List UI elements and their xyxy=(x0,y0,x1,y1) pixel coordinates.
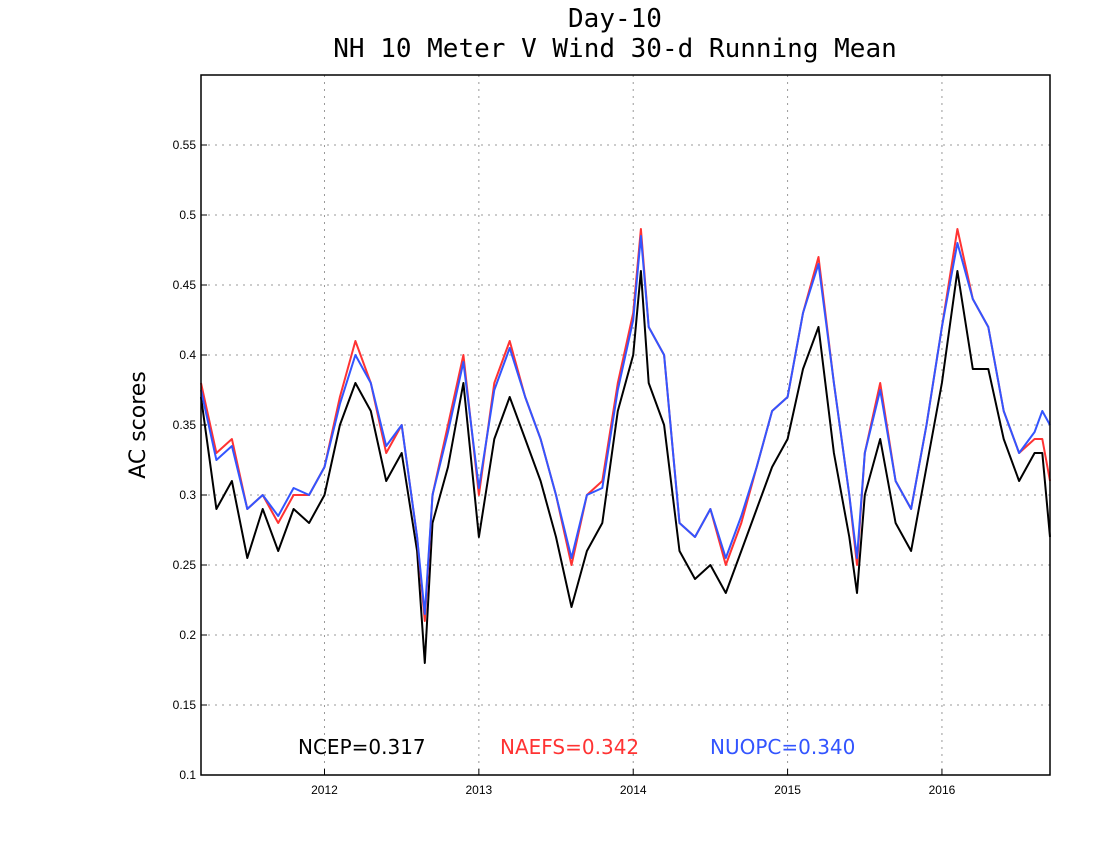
x-tick-label: 2015 xyxy=(774,783,801,797)
y-tick-label: 0.3 xyxy=(179,488,196,502)
y-tick-label: 0.4 xyxy=(179,348,196,362)
x-tick-label: 2014 xyxy=(620,783,647,797)
y-tick-label: 0.15 xyxy=(173,698,197,712)
grid-lines xyxy=(201,75,1050,775)
chart-subtitle: NH 10 Meter V Wind 30-d Running Mean xyxy=(333,34,897,64)
y-tick-label: 0.2 xyxy=(179,628,196,642)
x-axis-ticks: 2012 2013 2014 2015 2016 xyxy=(311,769,956,797)
y-tick-label: 0.45 xyxy=(173,278,197,292)
y-axis-label: AC scores xyxy=(126,371,151,479)
y-axis-ticks: 0.1 0.15 0.2 0.25 0.3 0.35 0.4 0.45 0.5 0.55 xyxy=(173,138,207,782)
series-line-ncep xyxy=(200,270,1051,664)
x-tick-label: 2012 xyxy=(311,783,338,797)
series-line-nuopc xyxy=(200,235,1051,615)
y-tick-label: 0.1 xyxy=(179,768,196,782)
y-tick-label: 0.5 xyxy=(179,208,196,222)
y-tick-label: 0.35 xyxy=(173,418,197,432)
x-tick-label: 2016 xyxy=(929,783,956,797)
data-series xyxy=(200,228,1051,664)
y-tick-label: 0.55 xyxy=(173,138,197,152)
stat-nuopc: NUOPC=0.340 xyxy=(710,735,855,759)
chart-title: Day-10 xyxy=(568,4,662,34)
y-tick-label: 0.25 xyxy=(173,558,197,572)
x-tick-label: 2013 xyxy=(466,783,493,797)
stat-ncep: NCEP=0.317 xyxy=(298,735,426,759)
stat-naefs: NAEFS=0.342 xyxy=(500,735,639,759)
